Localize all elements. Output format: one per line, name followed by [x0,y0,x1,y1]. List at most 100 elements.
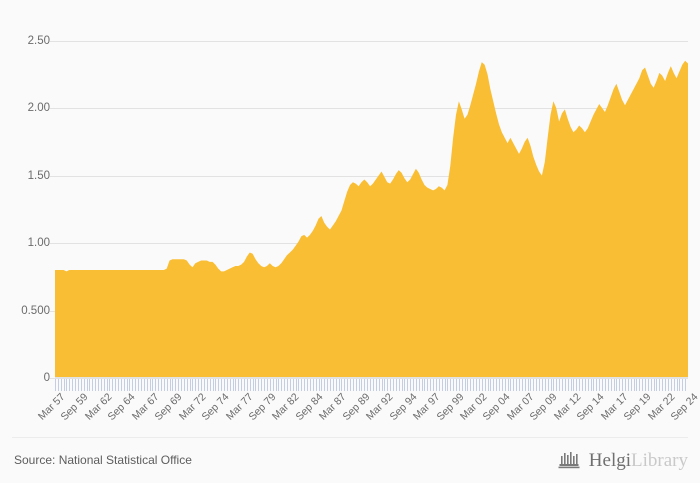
x-tick [370,379,371,391]
x-tick [101,379,102,391]
x-tick [493,379,494,391]
gridline-y-5 [55,40,688,42]
x-tick [336,379,337,391]
x-tick [250,379,251,391]
x-tick [359,379,360,391]
x-tick [599,379,600,391]
x-tick [376,379,377,391]
x-tick [310,379,311,391]
x-tick [416,379,417,391]
x-tick [456,379,457,391]
x-tick [253,379,254,391]
x-tick [135,379,136,391]
x-tick [679,379,680,391]
x-tick [190,379,191,391]
logo-primary-text: Helgi [588,449,632,471]
x-tick [528,379,529,391]
x-tick [459,379,460,391]
x-tick [278,379,279,391]
x-tick [118,379,119,391]
x-tick [593,379,594,391]
chart-footer: Source: National Statistical Office Helg… [0,437,700,483]
x-tick [525,379,526,391]
x-tick [58,379,59,391]
x-tick [255,379,256,391]
x-tick [241,379,242,391]
x-tick [247,379,248,391]
x-tick [321,379,322,391]
y-tick-4 [50,108,55,109]
x-tick [530,379,531,391]
x-tick [267,379,268,391]
x-tick [158,379,159,391]
source-note: Source: National Statistical Office [14,453,192,467]
x-tick [69,379,70,391]
x-tick [479,379,480,391]
x-tick [192,379,193,391]
x-tick [201,379,202,391]
x-tick [324,379,325,391]
y-axis-label: 0.500 [21,304,50,317]
x-tick [115,379,116,391]
x-tick [296,379,297,391]
x-tick [210,379,211,391]
x-tick [424,379,425,391]
x-tick [141,379,142,391]
x-tick [447,379,448,391]
x-tick [665,379,666,391]
x-tick [78,379,79,391]
x-tick [682,379,683,391]
x-tick [656,379,657,391]
x-tick [522,379,523,391]
x-tick [422,379,423,391]
x-tick [218,379,219,391]
x-tick [92,379,93,391]
x-tick [516,379,517,391]
x-tick [233,379,234,391]
y-axis-label: 2.50 [27,34,50,47]
x-tick [390,379,391,391]
gridline-y-0 [55,378,688,379]
x-tick [519,379,520,391]
x-tick [384,379,385,391]
x-tick [244,379,245,391]
x-tick [654,379,655,391]
x-tick [353,379,354,391]
y-tick-3 [50,175,55,177]
x-tick [347,379,348,391]
x-tick [596,379,597,391]
x-tick [284,379,285,391]
x-tick [573,379,574,391]
x-tick [132,379,133,391]
x-tick [361,379,362,391]
helgi-library-logo[interactable]: HelgiLibrary [558,447,688,473]
x-tick [61,379,62,391]
x-tick [470,379,471,391]
x-tick [276,379,277,391]
x-tick [181,379,182,391]
x-tick [433,379,434,391]
x-tick [616,379,617,391]
x-tick [224,379,225,391]
x-tick [344,379,345,391]
x-tick [144,379,145,391]
x-tick [445,379,446,391]
gridline-y-3 [55,175,688,177]
x-tick [333,379,334,391]
x-tick [588,379,589,391]
x-tick [542,379,543,391]
x-tick [167,379,168,391]
y-axis-label: 0 [43,372,50,384]
x-tick [95,379,96,391]
x-tick [155,379,156,391]
x-tick [553,379,554,391]
x-tick [399,379,400,391]
x-tick [150,379,151,391]
x-tick [319,379,320,391]
x-tick [270,379,271,391]
y-tick-0 [50,378,55,379]
x-tick [639,379,640,391]
x-tick [579,379,580,391]
x-tick [55,379,56,391]
y-tick-2 [50,243,55,244]
